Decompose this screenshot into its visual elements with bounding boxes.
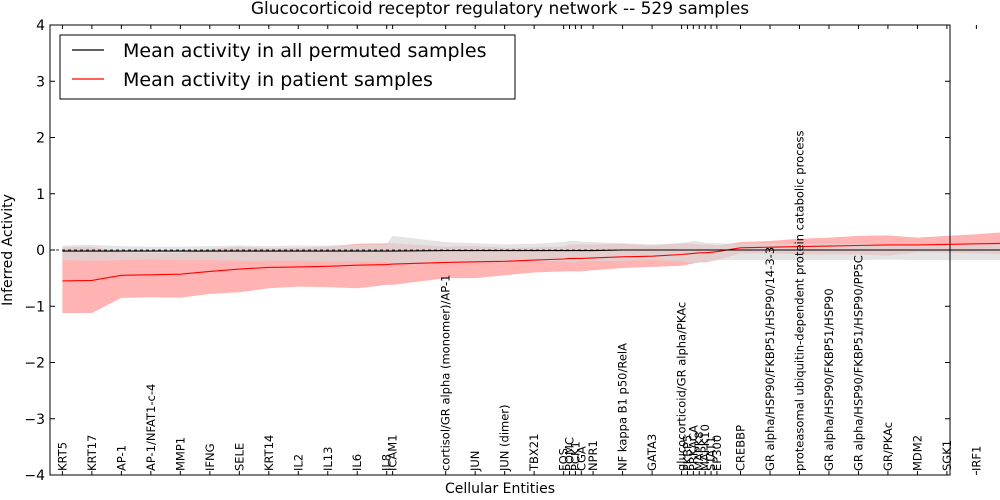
x-axis-label: Cellular Entities (445, 481, 555, 497)
x-category-label: IL2 (291, 454, 305, 471)
x-category-label: MAPK8 (692, 431, 706, 471)
patient-mean-line (62, 242, 1000, 282)
x-category-label: GR beta/TIF2 (999, 396, 1000, 471)
x-category-label: MDM2 (910, 435, 924, 471)
x-category-label: MMP1 (173, 437, 187, 471)
x-category-label: TBX21 (527, 434, 541, 472)
x-category-label: GATA3 (645, 434, 659, 471)
x-category-label: POMC (563, 437, 577, 471)
x-category-label: ICAM1 (386, 434, 400, 471)
permuted-mean-line (62, 249, 1000, 252)
y-tick-label: 2 (36, 131, 45, 147)
x-category-label: glucocorticoid/GR alpha/PKAc (675, 302, 689, 471)
x-category-label: PRKACA (686, 425, 700, 471)
x-category-label: JUN (468, 451, 482, 472)
x-category-label: AP-1 (114, 445, 128, 471)
y-tick-label: 0 (36, 243, 45, 259)
x-category-label: FOS (557, 448, 571, 471)
x-category-label: GR alpha/HSP90/FKBP51/HSP90 (822, 288, 836, 471)
legend: Mean activity in all permuted samples Me… (59, 34, 516, 100)
x-category-label: NPR1 (586, 440, 600, 471)
x-category-label: GR alpha/HSP90/FKBP51/HSP90/14-3-3 (763, 247, 777, 471)
x-category-label: KRT14 (262, 435, 276, 471)
x-category-label: proteasomal ubiquitin-dependent protein … (792, 130, 806, 471)
x-category-label: KRT17 (85, 435, 99, 471)
legend-box (59, 34, 516, 100)
x-category-label: PCK1 (568, 441, 582, 471)
y-tick-label: 3 (36, 74, 45, 90)
y-tick-label: −1 (24, 299, 45, 315)
x-category-label: cortisol/GR alpha (monomer)/AP-1 (439, 275, 453, 471)
y-tick-label: −4 (24, 468, 45, 484)
x-category-label: SGK1 (940, 440, 954, 471)
x-category-label: GR alpha/HSP90/FKBP51/HSP90/PP5C (851, 255, 865, 471)
legend-label-patient: Mean activity in patient samples (123, 69, 433, 91)
x-category-label: IL13 (321, 447, 335, 471)
x-category-label: IRF1 (969, 446, 983, 471)
x-category-label: STAT1 (704, 436, 718, 471)
y-tick-label: 1 (36, 187, 45, 203)
x-category-label: NF kappa B1 p50/RelA (616, 343, 630, 471)
y-tick-label: −2 (24, 356, 45, 372)
x-category-label: IFNG (203, 443, 217, 471)
y-tick-label: −3 (24, 412, 45, 428)
x-category-label: CREBBP (734, 425, 748, 471)
x-category-label: GR/PKAc (881, 422, 895, 471)
chart-title: Glucocorticoid receptor regulatory netwo… (251, 0, 749, 19)
y-axis-label: Inferred Activity (0, 194, 16, 306)
x-category-label: CGA (574, 446, 588, 471)
x-category-label: MAPK10 (698, 424, 712, 471)
legend-label-permuted: Mean activity in all permuted samples (123, 40, 486, 62)
x-category-label: JUN (dimer) (498, 404, 512, 472)
x-category-label: IL8 (380, 454, 394, 471)
y-tick-label: 4 (36, 18, 45, 34)
x-category-label: AP-1/NFAT1-c-4 (144, 384, 158, 471)
x-category-label: FKBP5 (680, 435, 694, 471)
x-category-label: EP300 (710, 435, 724, 471)
x-category-label: SELE (232, 443, 246, 471)
x-category-label: KRT5 (55, 442, 69, 471)
x-category-label: IL6 (350, 454, 364, 471)
